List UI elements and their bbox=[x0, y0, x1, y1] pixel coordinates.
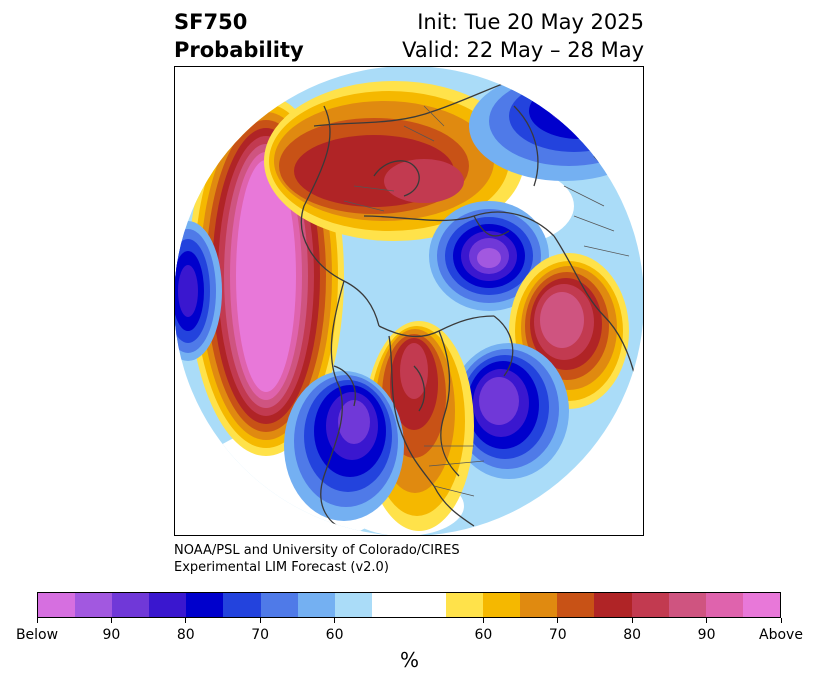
colorbar-segment bbox=[334, 593, 372, 617]
colorbar-tick-label: Above bbox=[759, 627, 803, 643]
colorbar-tick-label: 70 bbox=[548, 627, 567, 643]
credit-line-1: NOAA/PSL and University of Colorado/CIRE… bbox=[174, 543, 460, 558]
title-right: Init: Tue 20 May 2025 Valid: 22 May – 28… bbox=[402, 8, 644, 64]
polar-map bbox=[174, 66, 644, 536]
colorbar-segment bbox=[631, 593, 669, 617]
colorbar-tick-label: 80 bbox=[623, 627, 642, 643]
anomaly-atlantic-below bbox=[449, 343, 569, 479]
colorbar-tick bbox=[780, 618, 782, 623]
credits: NOAA/PSL and University of Colorado/CIRE… bbox=[174, 542, 460, 576]
colorbar-tick bbox=[706, 618, 708, 623]
variable-label: SF750 bbox=[174, 10, 248, 34]
anomaly-west-below bbox=[174, 221, 222, 361]
colorbar-segment bbox=[260, 593, 298, 617]
valid-range: Valid: 22 May – 28 May bbox=[402, 38, 644, 62]
colorbar-tick bbox=[557, 618, 559, 623]
colorbar-ticks: Below 90 80 70 60 60 70 80 90 Above bbox=[16, 618, 803, 648]
colorbar-segment bbox=[112, 593, 150, 617]
colorbar-segment bbox=[483, 593, 521, 617]
colorbar-tick bbox=[110, 618, 112, 623]
colorbar-tick bbox=[482, 618, 484, 623]
colorbar-segment bbox=[408, 593, 447, 617]
colorbar-tick-label: Below bbox=[15, 627, 59, 643]
colorbar-segment bbox=[520, 593, 558, 617]
colorbar-tick-label: 60 bbox=[325, 627, 344, 643]
colorbar-segment bbox=[149, 593, 187, 617]
colorbar-segment bbox=[186, 593, 224, 617]
colorbar-tick-label: 80 bbox=[176, 627, 195, 643]
colorbar-segment bbox=[557, 593, 595, 617]
colorbar-tick bbox=[36, 618, 38, 623]
colorbar-tick-label: 70 bbox=[251, 627, 270, 643]
colorbar-unit: % bbox=[399, 648, 419, 672]
colorbar-segment bbox=[297, 593, 335, 617]
map-frame bbox=[174, 66, 644, 536]
colorbar bbox=[37, 592, 781, 618]
colorbar-segment bbox=[668, 593, 706, 617]
colorbar-tick bbox=[259, 618, 261, 623]
colorbar-tick-label: 60 bbox=[474, 627, 493, 643]
colorbar-tick-label: 90 bbox=[102, 627, 121, 643]
colorbar-tick-label: 90 bbox=[697, 627, 716, 643]
coastlines bbox=[300, 75, 640, 532]
probability-label: Probability bbox=[174, 38, 304, 62]
anomaly-westna-below bbox=[284, 371, 404, 521]
colorbar-segment bbox=[594, 593, 632, 617]
colorbar-segment bbox=[742, 593, 780, 617]
colorbar-segment bbox=[223, 593, 261, 617]
credit-line-2: Experimental LIM Forecast (v2.0) bbox=[174, 560, 389, 575]
anomaly-arctic-below bbox=[429, 201, 549, 311]
colorbar-segment bbox=[371, 593, 409, 617]
colorbar-segment bbox=[75, 593, 113, 617]
colorbar-segment bbox=[705, 593, 743, 617]
colorbar-tick bbox=[631, 618, 633, 623]
anomaly-east-above bbox=[509, 253, 629, 409]
colorbar-segment bbox=[446, 593, 484, 617]
title-left: SF750 Probability bbox=[174, 8, 304, 64]
colorbar-segment bbox=[38, 593, 76, 617]
init-date: Init: Tue 20 May 2025 bbox=[417, 10, 644, 34]
colorbar-tick bbox=[185, 618, 187, 623]
colorbar-tick bbox=[334, 618, 336, 623]
probability-field bbox=[174, 66, 644, 536]
